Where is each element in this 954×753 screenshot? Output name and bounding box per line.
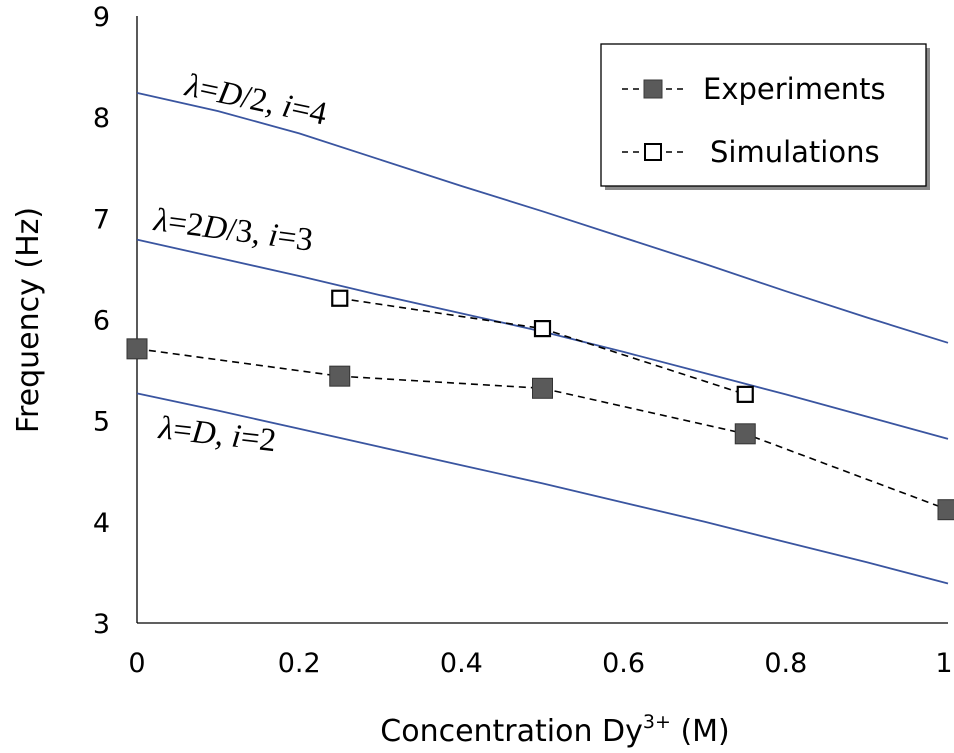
- y-tick-label: 9: [93, 2, 110, 33]
- model-curve-1: [136, 92, 949, 344]
- curve-label-d-half: λ=D/2, i=4: [181, 67, 330, 132]
- curve-label-d: λ=D, i=2: [156, 410, 278, 459]
- legend: Experiments Simulations: [600, 43, 930, 190]
- x-axis-title-superscript: 3+: [643, 711, 671, 733]
- x-axis-title-main: Concentration Dy: [380, 714, 643, 749]
- y-tick-label: 5: [93, 407, 110, 438]
- experiment-point: [734, 423, 756, 445]
- y-tick-labels: 3 4 5 6 7 8 9: [93, 2, 110, 640]
- x-tick-labels: 0 0.2 0.4 0.6 0.8 1: [128, 648, 952, 679]
- experiment-point: [532, 377, 553, 399]
- x-tick-label: 0: [128, 648, 145, 679]
- x-axis-title: Concentration Dy3+ (M): [380, 711, 729, 749]
- legend-box: [600, 43, 927, 187]
- experiment-point: [329, 365, 351, 387]
- simulation-point: [533, 320, 552, 338]
- series-line-experiments: [136, 348, 949, 511]
- x-tick-label: 0.6: [602, 648, 645, 679]
- experiment-point: [937, 499, 954, 521]
- x-axis-title-unit: (M): [671, 714, 730, 749]
- y-tick-label: 8: [93, 103, 110, 134]
- legend-simulations-marker: [644, 143, 662, 161]
- legend-experiments-label: Experiments: [703, 72, 886, 106]
- y-tick-label: 6: [93, 306, 110, 337]
- x-tick-label: 0.4: [440, 648, 483, 679]
- curve-label-two-thirds-d: λ=2D/3, i=3: [151, 202, 315, 259]
- data-series: [126, 289, 954, 521]
- y-tick-label: 4: [93, 508, 110, 539]
- x-tick-label: 0.8: [764, 648, 807, 679]
- x-tick-label: 0.2: [278, 648, 321, 679]
- y-tick-label: 3: [93, 609, 110, 640]
- experiment-point: [126, 338, 148, 360]
- y-tick-label: 7: [93, 204, 110, 235]
- legend-experiments-marker: [643, 79, 663, 99]
- x-tick-label: 1: [935, 648, 952, 679]
- legend-simulations-label: Simulations: [710, 135, 880, 169]
- simulation-point: [736, 385, 754, 403]
- model-curve-2: [136, 238, 949, 440]
- y-axis-title: Frequency (Hz): [11, 207, 46, 433]
- simulation-point: [331, 289, 349, 307]
- model-curve-3: [136, 392, 949, 585]
